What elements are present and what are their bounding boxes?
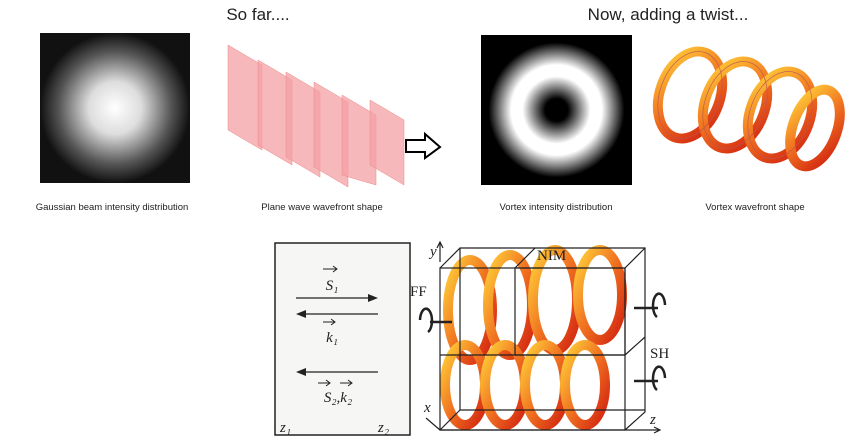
z2-label: z₂ xyxy=(377,420,389,436)
z-axis-label: z xyxy=(649,412,656,428)
vortex-intensity-image xyxy=(481,35,632,185)
vortex-helix xyxy=(646,42,846,173)
caption: Vortex wavefront shape xyxy=(705,202,804,213)
sh-label: SH xyxy=(650,346,669,362)
y-axis-label: y xyxy=(428,244,437,260)
s2k2-label: S₂,k₂ xyxy=(324,390,352,406)
z1-label: z₁ xyxy=(279,420,291,436)
nim-label: NIM xyxy=(537,248,566,264)
caption: Vortex intensity distribution xyxy=(499,202,612,213)
k1-label: k₁ xyxy=(326,330,338,346)
gaussian-image xyxy=(40,33,190,183)
header-right: Now, adding a twist... xyxy=(588,5,749,24)
plane-waves xyxy=(228,45,440,187)
caption: Gaussian beam intensity distribution xyxy=(36,202,189,213)
slide: So far.... Now, adding a twist... Gaussi… xyxy=(0,0,846,440)
helices xyxy=(445,250,622,425)
ff-label: FF xyxy=(410,284,427,300)
slab-panel xyxy=(275,243,410,435)
caption: Plane wave wavefront shape xyxy=(261,202,382,213)
s1-label: S₁ xyxy=(326,278,339,294)
header-left: So far.... xyxy=(226,5,289,24)
x-axis-label: x xyxy=(423,400,431,416)
